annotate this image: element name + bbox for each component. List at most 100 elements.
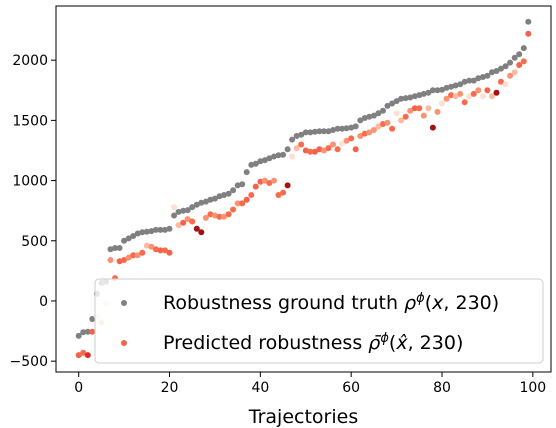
ground-truth-point [393,98,400,105]
predicted-point [107,257,114,263]
predicted-point [352,146,359,153]
predicted-point [248,192,255,198]
ground-truth-point [493,68,500,74]
ground-truth-point [193,201,200,208]
predicted-point [475,87,482,94]
predicted-point [493,89,500,96]
predicted-point [366,129,373,136]
ground-truth-point [457,81,464,88]
predicted-point [307,148,314,155]
ground-truth-point [266,155,273,162]
predicted-point [280,189,287,196]
y-tick-label: 500 [21,234,48,250]
x-tick-label: 80 [433,380,451,396]
predicted-point [166,249,173,256]
ground-truth-point [257,158,264,165]
predicted-point [143,242,150,249]
predicted-point [189,218,196,225]
predicted-point [180,219,187,226]
ground-truth-point [239,181,246,188]
ground-truth-point [261,157,268,164]
ground-truth-point [357,117,364,124]
ground-truth-point [221,192,227,198]
predicted-point [121,257,128,263]
x-tick-label: 60 [342,380,360,396]
predicted-point [425,105,432,112]
predicted-point [175,222,182,229]
predicted-point [84,352,91,359]
ground-truth-point [157,226,164,233]
predicted-point [230,206,237,213]
predicted-point [339,140,346,147]
predicted-point [134,252,141,259]
ground-truth-point [489,69,495,76]
predicted-point [162,247,168,254]
ground-truth-point [516,51,523,58]
predicted-point [184,216,191,223]
predicted-point [411,105,418,112]
y-tick-label: 1000 [12,174,48,190]
x-tick-label: 20 [161,380,179,396]
ground-truth-point [139,229,146,236]
ground-truth-point [402,95,409,102]
legend-marker-ground-truth [121,300,127,306]
predicted-point [452,93,459,100]
ground-truth-point [271,153,277,160]
ground-truth-point [334,125,341,132]
predicted-point [498,78,504,85]
ground-truth-point [525,18,532,25]
ground-truth-point [425,89,432,96]
predicted-point [211,212,218,219]
ground-truth-point [230,187,237,194]
ground-truth-point [361,115,368,121]
ground-truth-point [366,113,373,120]
predicted-point [466,93,473,100]
ground-truth-point [352,123,359,130]
ground-truth-point [411,93,418,100]
ground-truth-point [184,207,191,214]
ground-truth-point [162,226,168,233]
predicted-point [489,93,495,100]
ground-truth-point [248,161,255,168]
ground-truth-point [466,77,473,84]
predicted-point [375,123,382,130]
ground-truth-point [84,328,91,335]
ground-truth-point [289,136,296,143]
ground-truth-point [429,87,436,94]
ground-truth-point [448,83,455,90]
ground-truth-point [175,208,182,215]
ground-truth-point [316,128,323,135]
predicted-point [152,246,159,253]
predicted-point [239,200,246,207]
ground-truth-point [275,152,282,159]
ground-truth-point [343,125,350,132]
predicted-point [407,107,414,114]
predicted-point [298,141,305,148]
predicted-point [484,87,491,94]
predicted-point [80,349,87,356]
predicted-point [511,69,518,76]
ground-truth-point [398,95,405,102]
predicted-point [139,249,146,256]
ground-truth-point [330,127,336,133]
predicted-point [193,225,200,232]
ground-truth-point [112,245,118,251]
ground-truth-point [384,102,391,109]
predicted-point [416,105,423,112]
predicted-point [420,112,427,119]
ground-truth-point [293,133,300,139]
predicted-point [398,117,405,124]
predicted-point [429,124,436,131]
predicted-point [361,130,368,137]
y-tick-label: 1500 [12,113,48,129]
ground-truth-point [216,193,223,200]
ground-truth-point [380,107,386,114]
predicted-point [507,72,514,79]
ground-truth-point [75,332,82,339]
legend-label-ground-truth: Robustness ground truth ρϕ(x, 230) [163,291,499,314]
ground-truth-point [520,45,527,52]
predicted-point [289,153,296,160]
predicted-point [271,177,277,184]
x-tick-label: 0 [74,380,83,396]
